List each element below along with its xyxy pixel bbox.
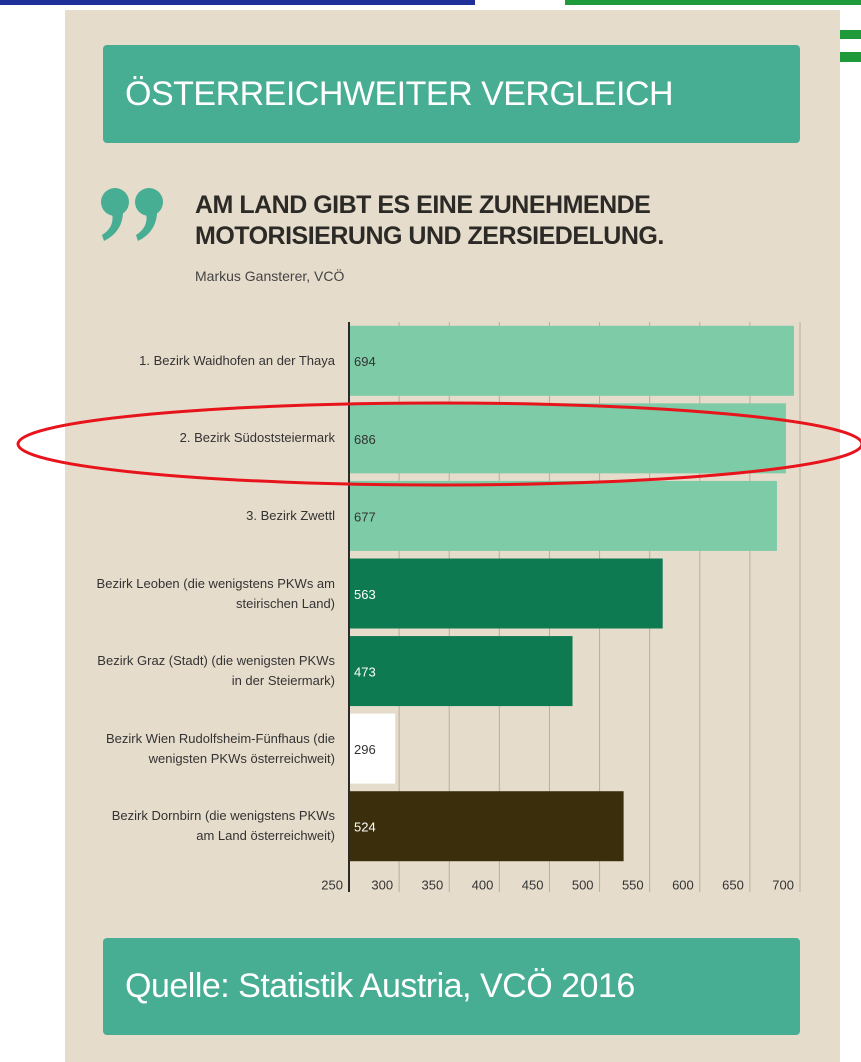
category-label: 1. Bezirk Waidhofen an der Thaya [139,352,335,368]
x-tick-label: 600 [672,877,694,892]
side-stripe [838,52,861,62]
category-label: 3. Bezirk Zwettl [246,507,335,523]
bar [349,558,663,629]
x-tick-label: 650 [722,877,744,892]
bar [349,325,794,396]
x-tick-label: 450 [522,877,544,892]
value-label: 473 [354,665,376,680]
x-tick-label: 400 [472,877,494,892]
value-label: 694 [354,354,376,369]
header-box: ÖSTERREICHWEITER VERGLEICH [103,45,800,143]
value-label: 677 [354,509,376,524]
quote-text: AM LAND GIBT ES EINE ZUNEHMENDE MOTORISI… [195,191,664,250]
category-label: Bezirk Dornbirn (die wenigstens PKWs am … [111,808,335,844]
quote-mark [101,188,163,241]
x-tick-label: 250 [321,877,343,892]
top-bar-blue [0,0,475,5]
category-label: 2. Bezirk Südoststeiermark [179,430,335,446]
category-label: Bezirk Wien Rudolfsheim-Fünfhaus (die we… [105,730,335,766]
bar [349,791,624,862]
top-bar-green [565,0,861,5]
footer-box: Quelle: Statistik Austria, VCÖ 2016 [103,938,800,1035]
bar [349,713,396,784]
x-tick-label: 300 [371,877,393,892]
x-tick-label: 350 [422,877,444,892]
category-label: Bezirk Leoben (die wenigstens PKWs am st… [96,575,335,611]
x-tick-label: 500 [572,877,594,892]
value-label: 524 [354,820,376,835]
bar [349,403,786,474]
category-label: Bezirk Graz (Stadt) (die wenigsten PKWs … [97,653,335,689]
value-label: 563 [354,587,376,602]
value-label: 686 [354,432,376,447]
x-tick-label: 700 [772,877,794,892]
bar [349,636,573,707]
quote-author: Markus Gansterer, VCÖ [195,268,345,284]
bar [349,480,777,551]
x-tick-label: 550 [622,877,644,892]
value-label: 296 [354,742,376,757]
side-stripe [838,30,861,39]
